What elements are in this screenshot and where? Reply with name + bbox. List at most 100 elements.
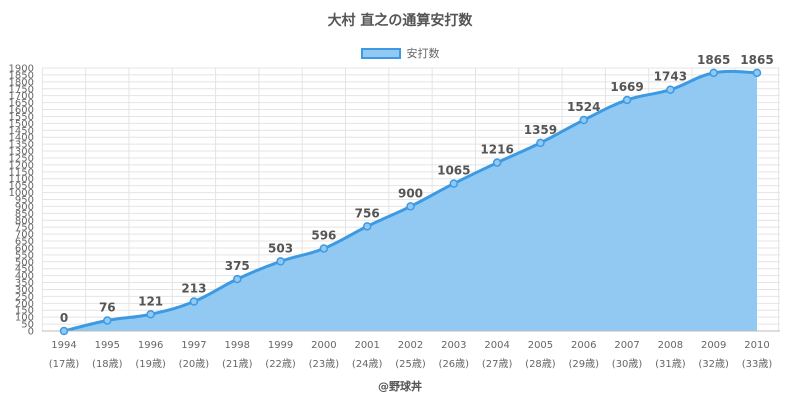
y-tick-label: 1800 — [9, 77, 34, 88]
legend-swatch — [360, 47, 401, 59]
data-point[interactable] — [59, 326, 69, 336]
y-tick-label: 1100 — [9, 174, 34, 185]
y-tick-label: 700 — [15, 230, 34, 241]
data-point[interactable] — [666, 85, 675, 94]
data-point[interactable] — [406, 202, 415, 211]
x-tick-label: 1995 — [95, 340, 120, 351]
y-tick-label: 1650 — [9, 98, 34, 109]
data-point[interactable] — [752, 68, 762, 78]
y-tick-label: 350 — [15, 278, 34, 289]
x-tick-label: 2005 — [528, 340, 553, 351]
y-tick-label: 650 — [15, 237, 34, 248]
y-tick-label: 1250 — [9, 153, 34, 164]
x-tick-label: 2002 — [398, 340, 423, 351]
data-label: 1865 — [740, 53, 773, 67]
data-label: 0 — [60, 311, 68, 325]
chart-title: 大村 直之の通算安打数 — [327, 13, 473, 29]
x-tick-label: 2008 — [658, 340, 683, 351]
x-tick-sublabel: (20歳) — [179, 358, 210, 370]
data-label: 1865 — [697, 53, 730, 67]
x-tick-sublabel: (22歳) — [265, 358, 296, 370]
legend[interactable]: 安打数 — [0, 45, 800, 61]
x-tick-label: 2004 — [484, 340, 509, 351]
y-tick-label: 750 — [15, 223, 34, 234]
y-tick-label: 550 — [15, 250, 34, 261]
data-label: 213 — [181, 282, 206, 296]
x-tick-sublabel: (19歳) — [135, 358, 166, 370]
data-label: 76 — [99, 300, 116, 314]
y-tick-label: 1750 — [9, 84, 34, 95]
x-tick-label: 1996 — [138, 340, 163, 351]
x-tick-sublabel: (24歳) — [352, 358, 383, 370]
x-tick-sublabel: (18歳) — [92, 358, 123, 370]
data-label: 503 — [268, 241, 293, 255]
y-tick-label: 1350 — [9, 140, 34, 151]
y-tick-label: 500 — [15, 257, 34, 268]
y-tick-label: 1450 — [9, 126, 34, 137]
data-point[interactable] — [709, 68, 718, 78]
y-tick-label: 200 — [15, 299, 34, 310]
y-tick-label: 1850 — [9, 70, 34, 81]
x-tick-sublabel: (17歳) — [49, 358, 80, 370]
y-tick-label: 950 — [15, 195, 34, 206]
x-tick-label: 2009 — [701, 340, 726, 351]
data-label: 1359 — [524, 123, 557, 137]
y-tick-label: 100 — [15, 313, 34, 324]
y-tick-label: 1200 — [9, 160, 34, 171]
y-tick-label: 1600 — [9, 105, 34, 116]
data-label: 1743 — [654, 70, 687, 84]
x-tick-sublabel: (29歳) — [568, 358, 599, 370]
x-tick-label: 2007 — [614, 340, 639, 351]
data-point[interactable] — [146, 310, 155, 319]
x-tick-label: 1999 — [268, 340, 293, 351]
y-tick-label: 800 — [15, 216, 34, 227]
data-label: 1524 — [567, 100, 600, 114]
data-label: 756 — [355, 206, 380, 220]
legend-label: 安打数 — [406, 47, 440, 60]
data-point[interactable] — [189, 297, 199, 306]
y-tick-label: 1050 — [9, 181, 34, 192]
y-tick-label: 1400 — [9, 133, 34, 144]
x-tick-sublabel: (26歳) — [439, 358, 470, 370]
credit-label: @野球丼 — [378, 380, 422, 393]
data-point[interactable] — [492, 158, 502, 167]
y-tick-label: 1000 — [9, 188, 34, 199]
y-tick-label: 0 — [28, 327, 34, 338]
x-tick-sublabel: (27歳) — [482, 358, 513, 370]
data-point[interactable] — [319, 244, 329, 253]
y-tick-label: 300 — [15, 285, 34, 296]
data-label: 900 — [398, 186, 423, 200]
x-tick-label: 2001 — [354, 340, 379, 351]
y-tick-label: 850 — [15, 209, 34, 220]
y-tick-label: 1550 — [9, 112, 34, 123]
data-point[interactable] — [622, 95, 632, 105]
x-tick-sublabel: (21歳) — [222, 358, 253, 370]
y-tick-label: 150 — [15, 306, 34, 317]
x-tick-label: 2000 — [311, 340, 336, 351]
x-tick-label: 1997 — [181, 340, 206, 351]
data-point[interactable] — [233, 274, 242, 284]
x-tick-label: 2006 — [571, 340, 596, 351]
data-label: 375 — [225, 259, 250, 273]
x-tick-sublabel: (32歳) — [698, 358, 729, 370]
y-tick-label: 900 — [15, 202, 34, 213]
x-tick-sublabel: (28歳) — [525, 358, 556, 370]
x-tick-label: 2010 — [744, 340, 769, 351]
y-tick-label: 250 — [15, 292, 34, 303]
area-fill — [64, 71, 757, 332]
data-point[interactable] — [449, 179, 459, 188]
data-point[interactable] — [362, 222, 372, 231]
data-point[interactable] — [579, 115, 588, 125]
data-point[interactable] — [103, 316, 112, 325]
data-point[interactable] — [276, 257, 285, 266]
x-tick-sublabel: (23歳) — [309, 358, 340, 370]
x-tick-sublabel: (25歳) — [395, 358, 426, 370]
y-tick-label: 1900 — [9, 64, 34, 75]
y-tick-label: 1300 — [9, 147, 34, 158]
data-point[interactable] — [536, 138, 545, 148]
data-label: 1669 — [610, 80, 643, 94]
y-tick-label: 1500 — [9, 119, 34, 130]
x-tick-sublabel: (31歳) — [655, 358, 686, 370]
